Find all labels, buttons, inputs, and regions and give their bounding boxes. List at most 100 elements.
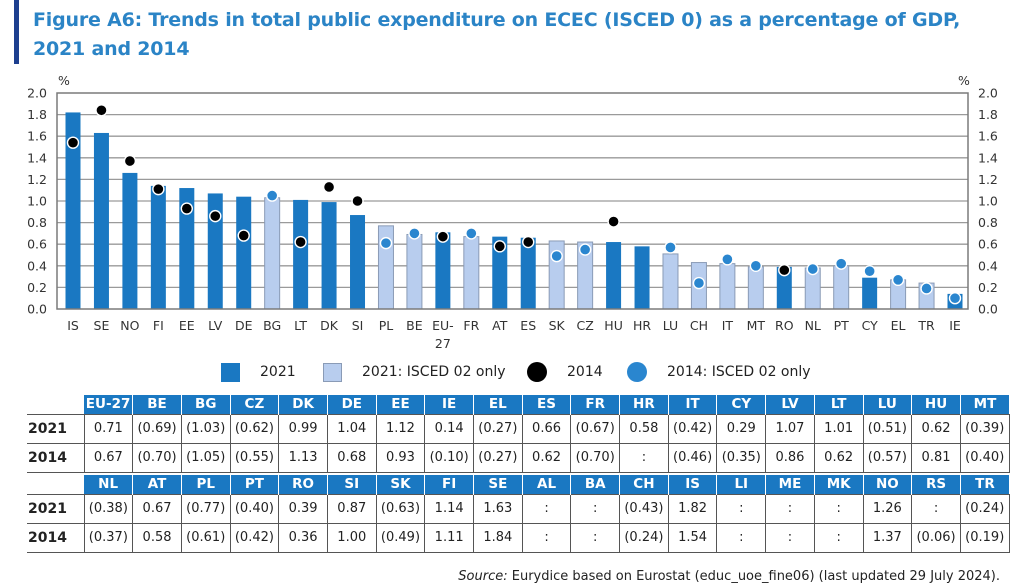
table-row: 2021 0.71 (0.69) (1.03) (0.62) 0.99 1.04 1.12 0.… <box>27 413 1010 444</box>
x-category-label: SI <box>352 318 364 333</box>
table-cell: 0.62 <box>521 442 572 473</box>
x-category-label: 27 <box>435 336 451 351</box>
x-category-label: BG <box>263 318 281 333</box>
bar-at <box>492 236 508 309</box>
table-header-cell: EL <box>473 395 523 414</box>
table-header-cell: IT <box>667 395 717 414</box>
table-cell: (0.40) <box>229 493 280 524</box>
y-tick-label-right: 1.4 <box>978 150 998 165</box>
bar-hu <box>606 242 622 309</box>
y-axis-left-unit: % <box>58 73 70 88</box>
marker-2014-cz <box>578 243 592 256</box>
table-cell: (0.38) <box>83 493 134 524</box>
table-cell: 0.66 <box>521 413 572 444</box>
table-cell: (0.57) <box>862 442 913 473</box>
chart-legend: 2021 2021: ISCED 02 only 2014 2014: ISCE… <box>0 361 1024 383</box>
table-cell: 1.14 <box>424 493 474 524</box>
data-table-block-2: NL AT PL PT RO SI SK FI SE AL BA CH IS LI ME MK NO RS TR 20… <box>27 475 1010 553</box>
x-category-label: HU <box>604 318 623 333</box>
bar-dk <box>321 202 337 309</box>
table-cell: : <box>911 493 961 524</box>
table-header-cell: MK <box>813 475 863 494</box>
bar-be <box>406 233 423 310</box>
y-tick-label-left: 0.4 <box>27 258 47 273</box>
legend-item-2014: 2014 <box>527 361 603 383</box>
bar-hr <box>634 246 650 309</box>
table-cell: (0.49) <box>375 522 426 553</box>
x-category-label: IS <box>67 318 79 333</box>
table-header-cell: LV <box>765 395 815 414</box>
title-accent-bar <box>14 0 19 64</box>
table-header-cell: BG <box>180 395 231 414</box>
figure-title-line-1: Figure A6: Trends in total public expend… <box>33 9 961 31</box>
table-cell: 0.81 <box>911 442 961 473</box>
table-cell: (0.10) <box>424 442 474 473</box>
marker-2014-ch <box>692 276 706 290</box>
x-category-label: HR <box>633 318 651 333</box>
table-header-cell: LI <box>716 475 766 494</box>
table-header-cell: DK <box>278 395 328 414</box>
table-cell: (0.35) <box>716 442 767 473</box>
bar-lt <box>293 199 309 309</box>
axes <box>56 92 969 310</box>
x-category-label: DE <box>235 318 253 333</box>
x-category-label: PT <box>834 318 850 333</box>
legend-label: 2021: ISCED 02 only <box>362 364 506 380</box>
marker-2014-be <box>408 227 421 240</box>
legend-label: 2014 <box>567 364 603 380</box>
y-tick-label-left: 1.2 <box>27 172 47 187</box>
table-cell: (0.24) <box>619 522 669 553</box>
bar-cy <box>862 277 878 309</box>
bars-2021 <box>65 112 963 310</box>
table-cell: 1.54 <box>667 522 718 553</box>
table-cell: (1.03) <box>180 413 231 444</box>
table-cell: (0.70) <box>570 442 621 473</box>
dark-square-swatch-icon <box>221 362 240 382</box>
table-cell: 1.26 <box>862 493 913 524</box>
blue-circle-swatch-icon <box>627 362 647 382</box>
marker-2014-sk <box>550 249 563 263</box>
y-tick-label-right: 0.0 <box>978 302 998 317</box>
table-header-blank <box>27 475 84 494</box>
table-header-cell: BE <box>132 395 182 414</box>
y-tick-label-right: 0.2 <box>978 280 998 295</box>
table-cell: 0.58 <box>619 413 669 444</box>
marker-2014-dk <box>322 180 336 194</box>
table-cell: (0.77) <box>180 493 231 524</box>
table-cell: (0.51) <box>862 413 913 444</box>
table-cell: : <box>521 493 572 524</box>
table-cell: 0.71 <box>83 413 134 444</box>
y-tick-label-right: 2.0 <box>978 86 998 101</box>
table-header-row: EU-27 BE BG CZ DK DE EE IE EL ES FR HR IT CY LV LT LU HU M… <box>27 395 1010 414</box>
y-tick-label-right: 1.2 <box>978 172 998 187</box>
bar-es <box>520 237 536 309</box>
figure-title: Figure A6: Trends in total public expend… <box>33 6 1013 64</box>
table-cell: (0.39) <box>959 413 1010 444</box>
table-header-cell: BA <box>570 475 620 494</box>
table-cell: : <box>813 522 864 553</box>
marker-2014-de <box>237 229 250 242</box>
marker-2014-mt <box>749 259 763 273</box>
bar-fi <box>150 185 166 309</box>
marker-2014-it <box>721 253 734 266</box>
marker-2014-bg <box>265 189 279 202</box>
x-category-label: CY <box>862 318 879 333</box>
bar-mt <box>747 266 764 310</box>
bar-no <box>122 172 138 309</box>
marker-2014-is <box>66 136 80 149</box>
table-header-cell: NL <box>84 475 133 494</box>
marker-2014-el <box>891 273 905 287</box>
markers-2014 <box>66 104 962 305</box>
legend-item-2021: 2021 <box>221 361 296 383</box>
table-row-label: 2021 <box>27 413 85 444</box>
table-cell: 0.67 <box>83 442 134 473</box>
y-tick-label-right: 0.8 <box>978 215 998 230</box>
bar-se <box>93 132 109 309</box>
figure-title-line-2: 2021 and 2014 <box>33 38 190 60</box>
y-tick-label-left: 1.6 <box>27 129 47 144</box>
bar-chart: 0.0 0.2 0.4 0.6 0.8 1.0 1.2 1.4 1.6 1.8 2.0 0.0 0.2… <box>27 73 998 351</box>
x-category-label: SK <box>549 318 566 333</box>
table-header-cell: EU-27 <box>84 395 133 414</box>
table-cell: : <box>570 493 621 524</box>
marker-2014-es <box>522 235 535 249</box>
